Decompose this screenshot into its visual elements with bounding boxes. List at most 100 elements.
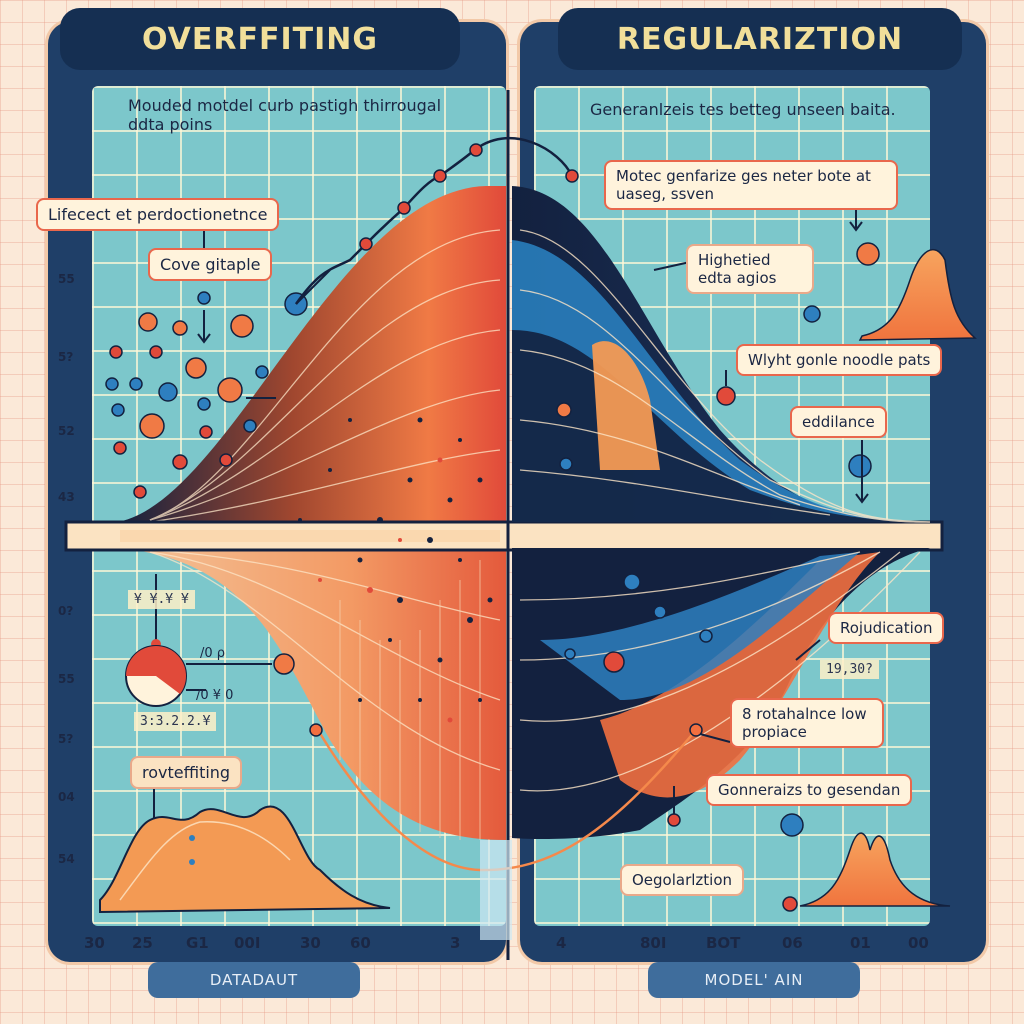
data-point-dot-icon [309, 723, 323, 737]
edilance-label: eddilance [790, 406, 887, 438]
x-tick: 25 [132, 934, 153, 952]
rojudication-label: Rojudication [828, 612, 945, 644]
stipple-dots [298, 417, 493, 702]
data-point-dot-icon [113, 441, 127, 455]
stipple-dots-red [318, 457, 453, 723]
data-point-dot-icon [716, 386, 736, 406]
readout-right: 19,30? [820, 660, 879, 679]
generalizes-label: Gonneraizs to gesendan [706, 774, 913, 806]
y-tick: 5? [58, 350, 74, 364]
y-tick: 04 [58, 790, 75, 804]
reg-top-peak [858, 248, 977, 341]
data-point-dot-icon [603, 651, 625, 673]
reg-navy-band [512, 330, 930, 522]
data-point-dot-icon [255, 365, 269, 379]
regularization-note: Generanlzeis tes betteg unseen baita. [590, 100, 896, 119]
x-tick: BOT [706, 934, 741, 952]
x-tick: 00 [908, 934, 929, 952]
y-tick: 55 [58, 272, 75, 286]
data-point-dot-icon [138, 312, 158, 332]
reg-fit-lines [519, 229, 931, 792]
data-point-dot-icon [623, 573, 641, 591]
data-point-dot-icon [219, 453, 233, 467]
data-point-dot-icon [129, 377, 143, 391]
overfitting-note: Mouded motdel curb pastigh thirrougal dd… [128, 96, 442, 135]
motec-label: Motec genfarize ges neter bote at uaseg,… [604, 160, 898, 210]
regularization-title: REGULARIZTION [558, 8, 962, 70]
noodle-label: Wlyht gonle noodle pats [736, 344, 943, 376]
arrow-connector-icon [153, 228, 331, 830]
x-tick: 01 [850, 934, 871, 952]
readout-ratio: 3:3.2.2.¥ [134, 712, 217, 731]
readout-zero: /0 ¥ 0 [196, 688, 234, 703]
footer-right: MODEL' AIN [648, 962, 860, 998]
data-point-dot-icon [139, 413, 165, 439]
data-point-dot-icon [158, 382, 178, 402]
overfitting-label: rovteffiting [130, 756, 243, 790]
x-tick: G1 [186, 934, 209, 952]
data-point-dot-icon [185, 357, 207, 379]
data-point-dot-icon [197, 291, 211, 305]
data-point-dot-icon [133, 485, 147, 499]
data-point-dot-icon [564, 648, 576, 660]
y-tick: 52 [58, 424, 75, 438]
y-tick: 5? [58, 732, 74, 746]
x-tick: 30 [300, 934, 321, 952]
pie-gauge-icon [125, 645, 187, 707]
y-tick: 54 [58, 852, 75, 866]
rotahalnce-label: 8 rotahalnce low propiace [730, 698, 884, 748]
data-point-dot-icon [172, 320, 188, 336]
data-point-dot-icon [197, 397, 211, 411]
right-data-points [309, 242, 880, 837]
x-tick: 4 [556, 934, 567, 952]
reg-lower-orange [600, 552, 880, 798]
overfit-fit-lines [149, 229, 501, 771]
regularization-label: Oegolarlztion [620, 864, 745, 896]
data-point-dot-icon [149, 345, 163, 359]
y-tick: 55 [58, 672, 75, 686]
data-point-dot-icon [559, 457, 573, 471]
data-point-dot-icon [689, 723, 703, 737]
center-axis-band-inner [120, 530, 500, 542]
data-point-dot-icon [848, 454, 872, 478]
data-point-dot-icon [556, 402, 572, 418]
highlighted-label: Highetied edta agios [686, 244, 814, 294]
x-tick: 3 [450, 934, 461, 952]
y-tick: 0? [58, 604, 74, 618]
readout-yen: ¥ ¥.¥ ¥ [128, 590, 195, 609]
x-tick: 30 [84, 934, 105, 952]
overfit-upper-bulge [118, 186, 506, 522]
y-tick: 43 [58, 490, 75, 504]
data-point-dot-icon [653, 605, 667, 619]
data-point-dot-icon [803, 305, 821, 323]
x-tick: 00I [234, 934, 261, 952]
overfitting-title: OVERFFITING [60, 8, 460, 70]
data-point-dot-icon [199, 425, 213, 439]
data-point-dot-icon [105, 377, 119, 391]
reg-bottom-peak [799, 832, 951, 907]
mountain-dots [189, 835, 195, 865]
reg-orange-shape [592, 341, 660, 470]
arrow-connector-icon [653, 200, 869, 814]
overfit-bottom-mountain [99, 805, 391, 914]
x-tick: 80I [640, 934, 667, 952]
footer-left: DATADAUT [148, 962, 360, 998]
data-point-dot-icon [780, 813, 804, 837]
readout-rho: /0 ρ [200, 646, 226, 661]
x-tick: 06 [782, 934, 803, 952]
gitaple-label: Cove gitaple [148, 248, 273, 282]
data-point-dot-icon [699, 629, 713, 643]
data-point-dot-icon [109, 345, 123, 359]
left-data-points [105, 291, 308, 675]
data-point-dot-icon [243, 419, 257, 433]
x-tick: 60 [350, 934, 371, 952]
data-point-dot-icon [273, 653, 295, 675]
data-point-dot-icon [667, 813, 681, 827]
data-point-dot-icon [111, 403, 125, 417]
overfit-curve-points [359, 143, 579, 251]
prediction-label: Lifecect et perdoctionetnce [36, 198, 280, 232]
data-point-dot-icon [856, 242, 880, 266]
overfit-lower-bulge [118, 548, 506, 840]
data-point-dot-icon [217, 377, 243, 403]
